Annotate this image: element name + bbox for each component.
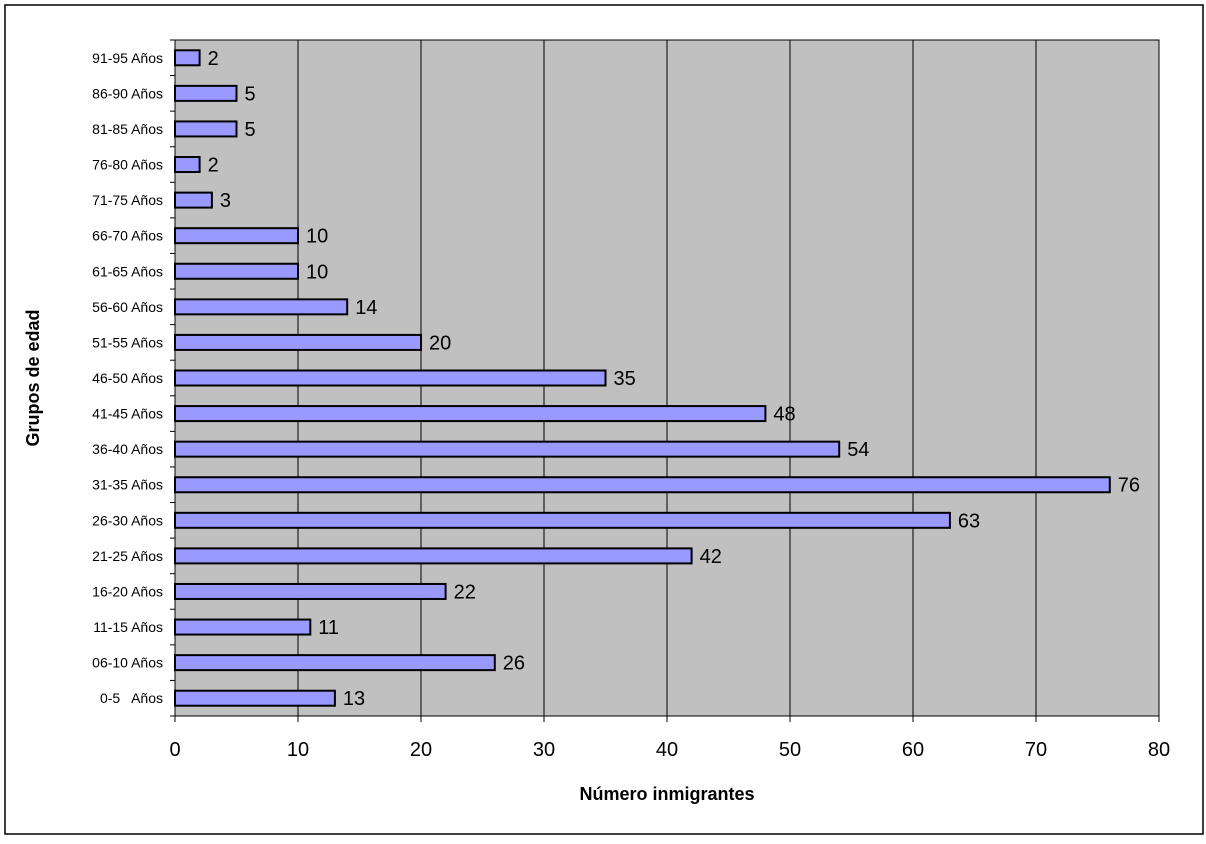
data-label: 26 — [503, 653, 525, 675]
bar — [174, 298, 349, 316]
bar — [174, 476, 1111, 494]
bar — [174, 262, 299, 280]
bar — [174, 440, 841, 458]
category-label: 41-45 Años — [92, 406, 163, 422]
x-tick-label: 70 — [1025, 739, 1047, 761]
bar — [174, 405, 767, 423]
bar — [174, 333, 422, 351]
bar — [174, 227, 299, 245]
category-label: 56-60 Años — [92, 299, 163, 315]
data-label: 63 — [958, 510, 980, 532]
x-tick-label: 50 — [779, 739, 801, 761]
x-tick-label: 80 — [1148, 739, 1170, 761]
data-label: 22 — [454, 581, 476, 603]
data-label: 5 — [245, 119, 256, 141]
category-label: 16-20 Años — [92, 583, 163, 599]
data-label: 10 — [306, 226, 328, 248]
category-label: 91-95 Años — [92, 50, 163, 66]
data-label: 10 — [306, 261, 328, 283]
category-label: 71-75 Años — [92, 192, 163, 208]
bar — [174, 84, 238, 102]
category-label: 26-30 Años — [92, 512, 163, 528]
data-label: 54 — [847, 439, 869, 461]
x-tick-label: 60 — [902, 739, 924, 761]
category-label: 21-25 Años — [92, 548, 163, 564]
bars — [174, 49, 1111, 707]
bar — [174, 582, 447, 600]
category-label: 81-85 Años — [92, 121, 163, 137]
bar — [174, 191, 213, 209]
data-label: 5 — [245, 83, 256, 105]
category-label: 76-80 Años — [92, 157, 163, 173]
x-tick-label: 40 — [656, 739, 678, 761]
bar — [174, 689, 336, 707]
category-label: 31-35 Años — [92, 477, 163, 493]
category-label: 61-65 Años — [92, 263, 163, 279]
data-label: 20 — [429, 332, 451, 354]
data-label: 48 — [773, 404, 795, 426]
data-label: 35 — [614, 368, 636, 390]
bar — [174, 511, 951, 529]
x-tick-label: 10 — [287, 739, 309, 761]
data-label: 42 — [700, 546, 722, 568]
category-label: 51-55 Años — [92, 334, 163, 350]
category-label: 36-40 Años — [92, 441, 163, 457]
data-label: 76 — [1118, 475, 1140, 497]
data-label: 3 — [220, 190, 231, 212]
x-tick-label: 20 — [410, 739, 432, 761]
bar — [174, 618, 312, 636]
bar — [174, 369, 607, 387]
bar — [174, 49, 201, 67]
category-label: 66-70 Años — [92, 228, 163, 244]
data-label: 13 — [343, 688, 365, 710]
category-label: 11-15 Años — [93, 619, 163, 635]
data-label: 11 — [318, 617, 339, 639]
x-tick-label: 0 — [169, 739, 180, 761]
category-label: 0-5 Años — [100, 690, 163, 706]
x-axis-title: Número inmigrantes — [579, 784, 754, 804]
y-axis-title: Grupos de edad — [23, 309, 43, 446]
bar — [174, 654, 496, 672]
bar — [174, 547, 693, 565]
data-label: 2 — [208, 48, 219, 70]
bar — [174, 120, 238, 138]
x-tick-label: 30 — [533, 739, 555, 761]
category-label: 86-90 Años — [92, 85, 163, 101]
bar — [174, 156, 201, 174]
data-label: 2 — [208, 155, 219, 177]
category-label: 46-50 Años — [92, 370, 163, 386]
category-label: 06-10 Años — [92, 655, 163, 671]
data-label: 14 — [355, 297, 377, 319]
